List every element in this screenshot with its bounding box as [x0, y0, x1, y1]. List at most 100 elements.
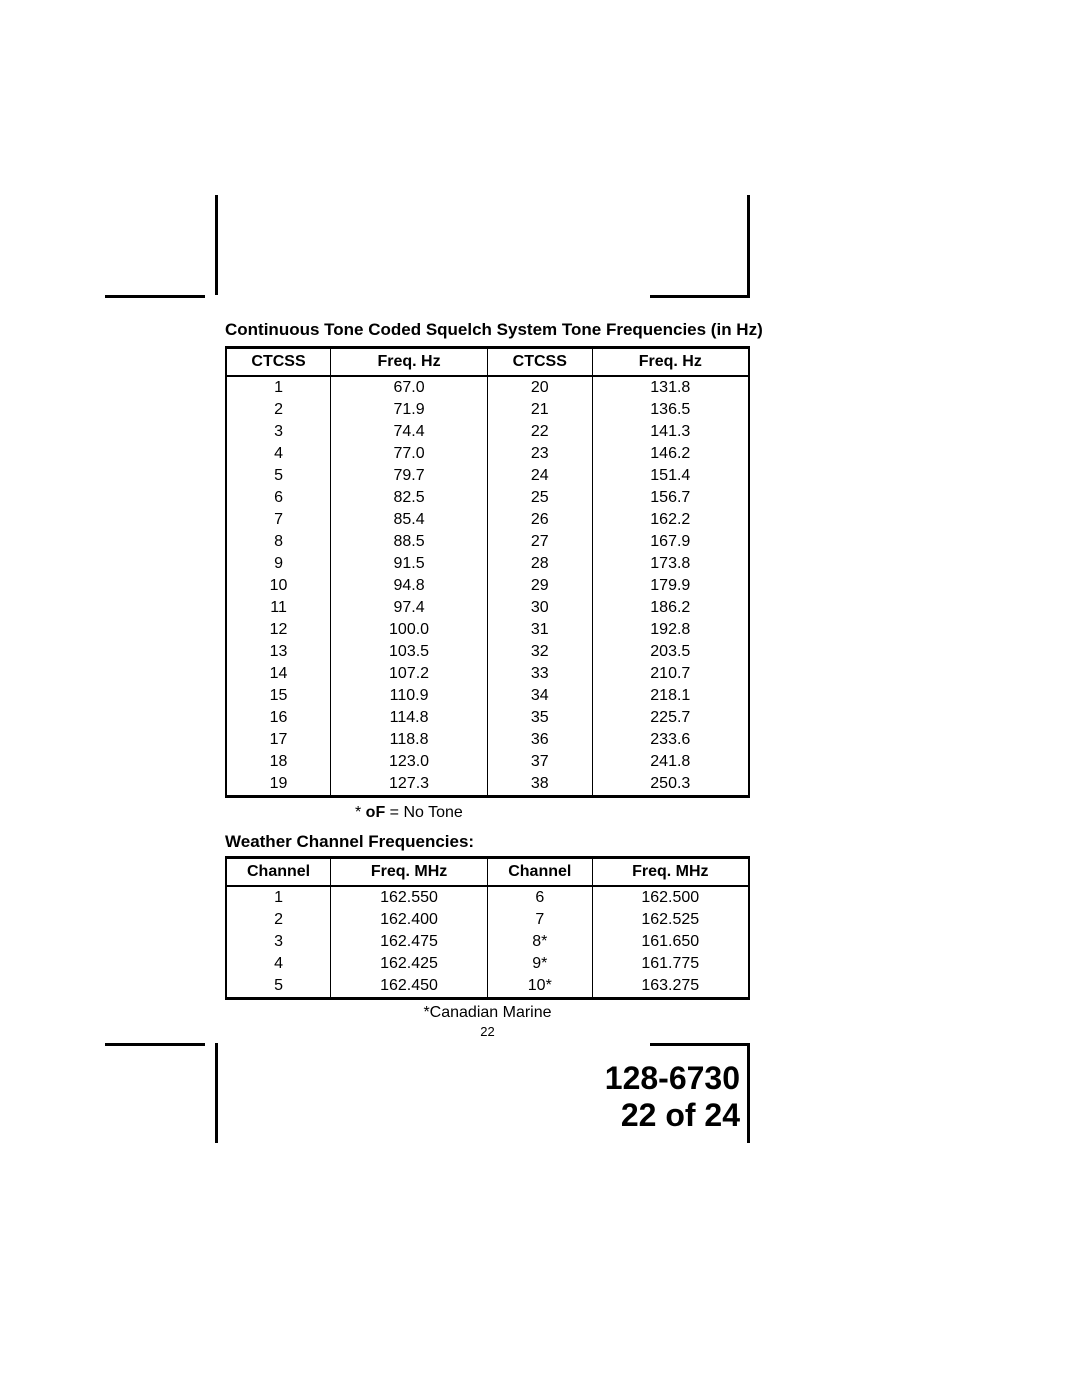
table-cell: 29 — [487, 575, 592, 597]
page-number-small: 22 — [225, 1024, 750, 1039]
table-cell: 71.9 — [331, 399, 488, 421]
ctcss-table: CTCSS Freq. Hz CTCSS Freq. Hz 167.020131… — [225, 346, 750, 798]
table-cell: 118.8 — [331, 729, 488, 751]
table-cell: 28 — [487, 553, 592, 575]
table-cell: 16 — [226, 707, 331, 729]
table-cell: 203.5 — [592, 641, 749, 663]
table-cell: 82.5 — [331, 487, 488, 509]
table-cell: 127.3 — [331, 773, 488, 797]
table-cell: 74.4 — [331, 421, 488, 443]
table-cell: 233.6 — [592, 729, 749, 751]
table-cell: 32 — [487, 641, 592, 663]
table-row: 3162.4758*161.650 — [226, 931, 749, 953]
table-row: 682.525156.7 — [226, 487, 749, 509]
table-cell: 38 — [487, 773, 592, 797]
table-cell: 1 — [226, 376, 331, 399]
table-row: 2162.4007162.525 — [226, 909, 749, 931]
table-cell: 11 — [226, 597, 331, 619]
ctcss-header: CTCSS — [226, 348, 331, 377]
table-cell: 34 — [487, 685, 592, 707]
table-cell: 192.8 — [592, 619, 749, 641]
table-cell: 97.4 — [331, 597, 488, 619]
table-cell: 24 — [487, 465, 592, 487]
crop-mark — [105, 1043, 205, 1046]
table-row: 19127.338250.3 — [226, 773, 749, 797]
table-cell: 110.9 — [331, 685, 488, 707]
wx-header: Channel — [487, 858, 592, 887]
table-cell: 225.7 — [592, 707, 749, 729]
table-cell: 210.7 — [592, 663, 749, 685]
table-cell: 162.525 — [592, 909, 749, 931]
table-row: 1197.430186.2 — [226, 597, 749, 619]
page: Continuous Tone Coded Squelch System Ton… — [0, 0, 1080, 1397]
table-cell: 10 — [226, 575, 331, 597]
table-cell: 21 — [487, 399, 592, 421]
table-cell: 36 — [487, 729, 592, 751]
table-cell: 33 — [487, 663, 592, 685]
table-cell: 131.8 — [592, 376, 749, 399]
table-cell: 22 — [487, 421, 592, 443]
table-cell: 35 — [487, 707, 592, 729]
table-cell: 103.5 — [331, 641, 488, 663]
crop-mark — [215, 1043, 218, 1143]
table-cell: 27 — [487, 531, 592, 553]
table-row: 12100.031192.8 — [226, 619, 749, 641]
wx-title: Weather Channel Frequencies: — [225, 832, 750, 852]
ctcss-title: Continuous Tone Coded Squelch System Ton… — [225, 320, 750, 340]
table-cell: 88.5 — [331, 531, 488, 553]
table-cell: 162.550 — [331, 886, 488, 909]
table-cell: 161.650 — [592, 931, 749, 953]
table-cell: 146.2 — [592, 443, 749, 465]
table-cell: 3 — [226, 421, 331, 443]
table-row: 374.422141.3 — [226, 421, 749, 443]
table-cell: 14 — [226, 663, 331, 685]
crop-mark — [105, 295, 205, 298]
wx-header: Freq. MHz — [592, 858, 749, 887]
table-row: 13103.532203.5 — [226, 641, 749, 663]
table-cell: 18 — [226, 751, 331, 773]
table-cell: 13 — [226, 641, 331, 663]
table-cell: 20 — [487, 376, 592, 399]
table-row: 477.023146.2 — [226, 443, 749, 465]
table-cell: 5 — [226, 465, 331, 487]
table-cell: 17 — [226, 729, 331, 751]
table-cell: 162.475 — [331, 931, 488, 953]
table-cell: 9* — [487, 953, 592, 975]
table-cell: 15 — [226, 685, 331, 707]
crop-mark — [747, 195, 750, 295]
crop-mark — [650, 295, 750, 298]
table-cell: 162.425 — [331, 953, 488, 975]
table-cell: 5 — [226, 975, 331, 999]
table-cell: 26 — [487, 509, 592, 531]
note-bold: oF — [366, 804, 386, 821]
table-cell: 94.8 — [331, 575, 488, 597]
table-cell: 4 — [226, 443, 331, 465]
table-cell: 162.450 — [331, 975, 488, 999]
table-cell: 136.5 — [592, 399, 749, 421]
table-cell: 162.400 — [331, 909, 488, 931]
table-cell: 156.7 — [592, 487, 749, 509]
crop-mark — [215, 195, 218, 295]
table-cell: 141.3 — [592, 421, 749, 443]
table-cell: 91.5 — [331, 553, 488, 575]
table-cell: 4 — [226, 953, 331, 975]
ctcss-note: * oF = No Tone — [355, 804, 750, 822]
doc-page: 22 of 24 — [605, 1097, 740, 1134]
table-row: 1094.829179.9 — [226, 575, 749, 597]
table-cell: 162.500 — [592, 886, 749, 909]
table-row: 785.426162.2 — [226, 509, 749, 531]
table-cell: 2 — [226, 399, 331, 421]
table-row: 991.528173.8 — [226, 553, 749, 575]
ctcss-header: Freq. Hz — [331, 348, 488, 377]
table-cell: 8 — [226, 531, 331, 553]
ctcss-header: Freq. Hz — [592, 348, 749, 377]
table-row: 271.921136.5 — [226, 399, 749, 421]
table-cell: 25 — [487, 487, 592, 509]
table-cell: 186.2 — [592, 597, 749, 619]
table-row: 1162.5506162.500 — [226, 886, 749, 909]
table-cell: 77.0 — [331, 443, 488, 465]
table-row: 579.724151.4 — [226, 465, 749, 487]
table-cell: 162.2 — [592, 509, 749, 531]
table-cell: 85.4 — [331, 509, 488, 531]
wx-footnote: *Canadian Marine — [225, 1004, 750, 1022]
